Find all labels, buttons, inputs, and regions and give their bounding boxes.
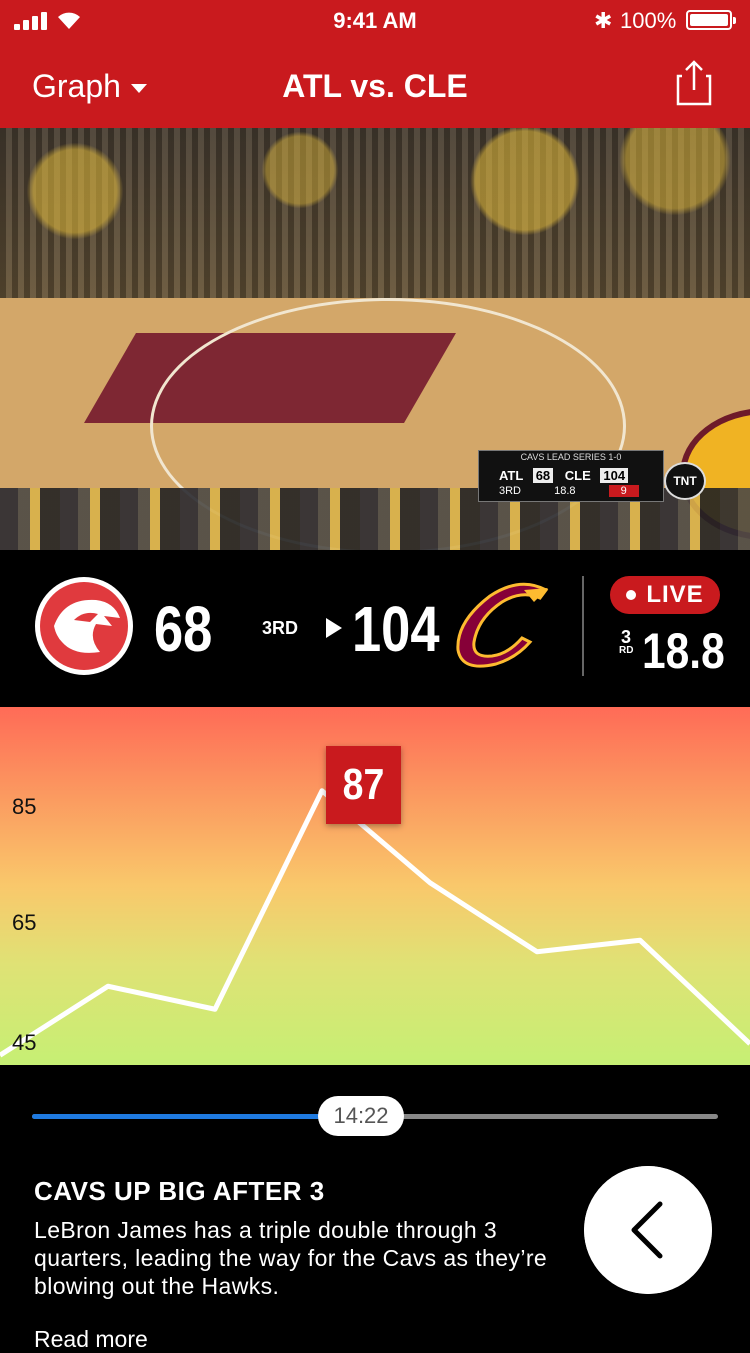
share-icon[interactable] xyxy=(674,58,714,108)
scorebug-away-score: 68 xyxy=(532,468,554,483)
timeline-handle[interactable]: 14:22 xyxy=(318,1096,404,1136)
scorebug-clock-row: 3RD 18.8 9 xyxy=(499,485,639,497)
momentum-line xyxy=(0,788,750,1058)
y-tick-label: 45 xyxy=(12,1030,37,1055)
game-clock: 18.8 xyxy=(642,623,725,679)
broadcast-scorebug: CAVS LEAD SERIES 1-0 ATL 68 CLE 104 3RD … xyxy=(478,450,664,502)
timeline-progress xyxy=(32,1114,321,1119)
hawks-logo-icon xyxy=(35,577,133,675)
battery-percentage: 100% xyxy=(620,8,677,33)
live-badge: LIVE xyxy=(610,576,720,614)
away-score: 68 xyxy=(154,593,213,665)
clock-period: 3 RD xyxy=(619,627,634,658)
back-button[interactable] xyxy=(584,1166,712,1294)
read-more-link[interactable]: Read more xyxy=(34,1326,148,1352)
y-tick-label: 85 xyxy=(12,794,37,819)
scoreboard-divider xyxy=(582,576,584,676)
home-score: 104 xyxy=(352,593,440,665)
clock-period-suffix: RD xyxy=(619,645,634,656)
scoreboard: 68 3RD 104 LIVE 3 RD 18.8 xyxy=(0,550,750,707)
momentum-line-chart xyxy=(0,788,750,1058)
scorebug-home-team: CLE xyxy=(564,468,591,483)
cellular-signal-icon xyxy=(14,12,50,30)
cavaliers-logo-icon xyxy=(456,582,549,668)
view-mode-label: Graph xyxy=(32,68,121,104)
scorebug-away-team: ATL xyxy=(499,468,524,483)
possession-arrow-icon xyxy=(326,618,342,638)
chevron-left-icon xyxy=(631,1201,663,1259)
peak-value: 87 xyxy=(342,760,385,809)
y-tick-label: 65 xyxy=(12,910,37,935)
scorebug-scores: ATL 68 CLE 104 xyxy=(499,468,629,483)
status-bar: 9:41 AM ✱ 100% xyxy=(0,0,750,40)
timeline-time: 14:22 xyxy=(333,1103,389,1128)
video-court-arc xyxy=(150,298,626,550)
scorebug-clock: 18.8 xyxy=(554,485,576,497)
status-time: 9:41 AM xyxy=(333,8,417,33)
story-title: CAVS UP BIG AFTER 3 xyxy=(34,1176,325,1206)
momentum-graph[interactable]: 85 65 45 87 xyxy=(0,707,750,1065)
peak-value-badge: 87 xyxy=(326,746,401,824)
view-mode-dropdown[interactable]: Graph xyxy=(32,68,147,105)
live-dot-icon xyxy=(626,590,637,600)
scorebug-series: CAVS LEAD SERIES 1-0 xyxy=(520,452,622,462)
network-logo: TNT xyxy=(664,462,706,500)
live-label: LIVE xyxy=(646,581,704,608)
battery-icon xyxy=(686,10,736,30)
scorebug-shot-clock: 9 xyxy=(608,485,639,497)
scorebug-period: 3RD xyxy=(499,485,522,497)
clock-period-number: 3 xyxy=(620,627,631,647)
chevron-down-icon xyxy=(130,84,147,93)
scorebug-home-score: 104 xyxy=(600,468,629,483)
story-body: LeBron James has a triple double through… xyxy=(34,1217,548,1299)
bluetooth-icon: ✱ xyxy=(594,8,613,33)
game-period: 3RD xyxy=(262,618,299,638)
nav-bar: Graph ATL vs. CLE xyxy=(0,40,750,128)
wifi-icon xyxy=(58,12,80,29)
game-video[interactable]: CAVS LEAD SERIES 1-0 ATL 68 CLE 104 3RD … xyxy=(0,128,750,550)
